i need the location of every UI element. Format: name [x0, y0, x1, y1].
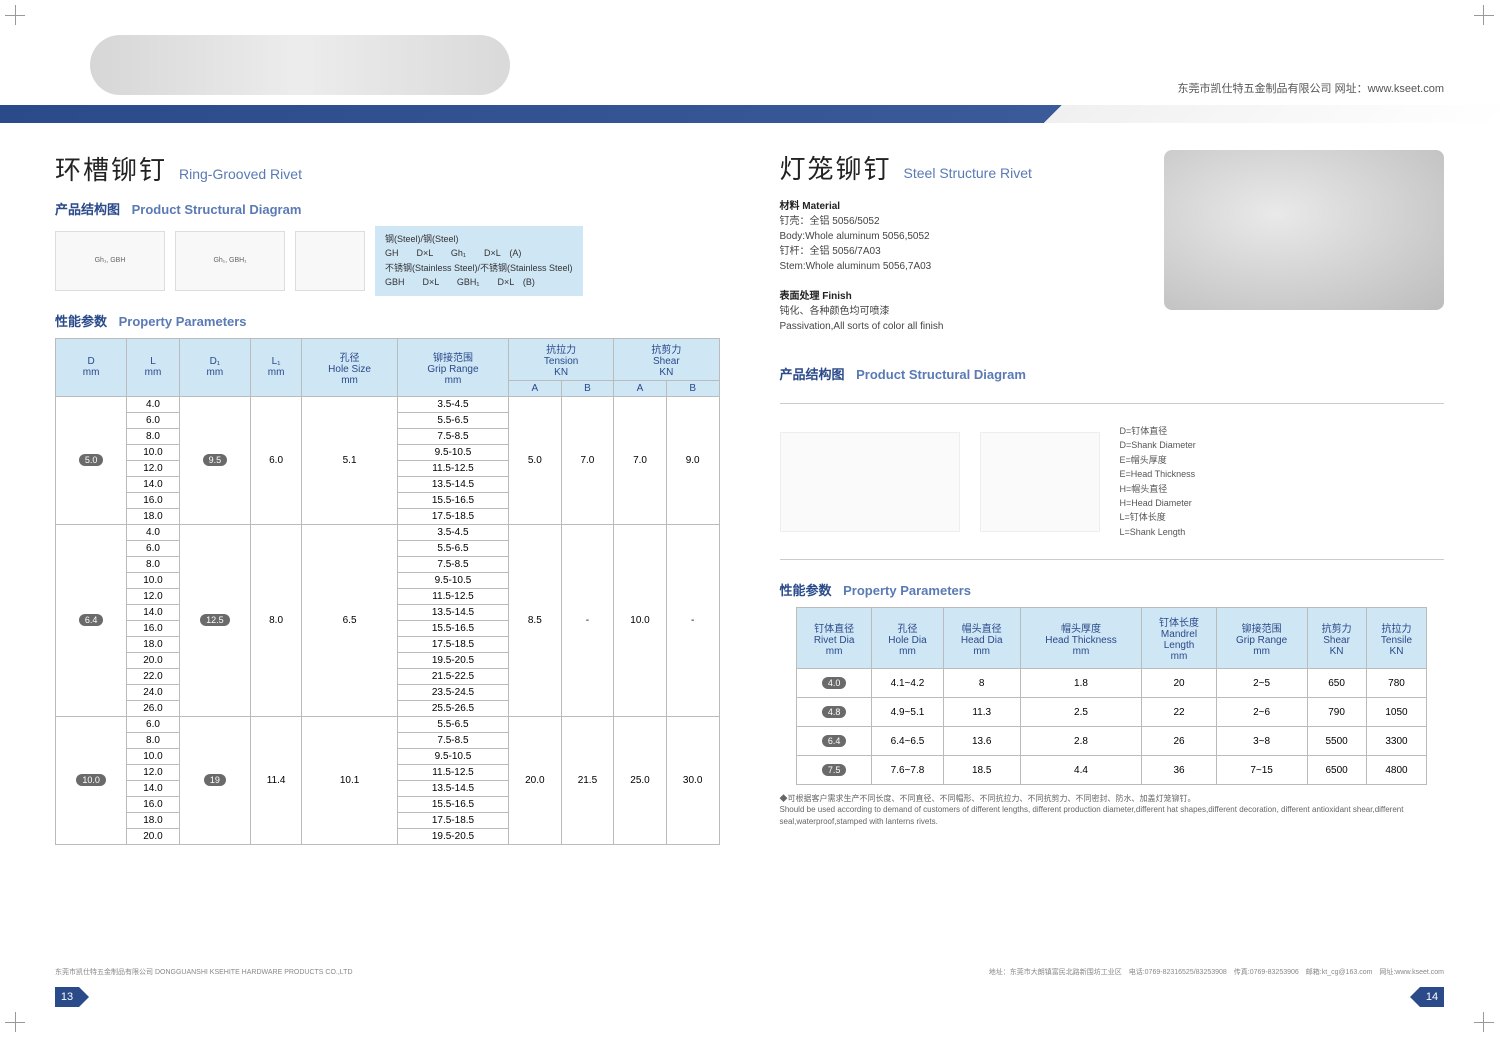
material-stem-en: Stem:Whole aluminum 5056,7A03 — [780, 259, 1145, 274]
th: 抗拉力TensileKN — [1366, 608, 1427, 669]
material-body-cn: 钉壳：全铝 5056/5052 — [780, 214, 1145, 229]
header-stripe — [0, 105, 1499, 123]
right-params-table: 钉体直径Rivet Diamm孔径Hole Diamm帽头直径Head Diam… — [796, 607, 1427, 785]
th: 帽头直径Head Diamm — [943, 608, 1020, 669]
th: 铆接范围Grip Rangemm — [1216, 608, 1307, 669]
legend-box: 钢(Steel)/钢(Steel) GH D×L Gh₁ D×L (A) 不锈钢… — [375, 226, 583, 296]
footer-right: 地址：东莞市大朗镇富民北路新围坊工业区 电话:0769-82316525/832… — [989, 967, 1444, 977]
th: 帽头厚度Head Thicknessmm — [1020, 608, 1142, 669]
th-sub: B — [561, 380, 614, 396]
th: 钉体长度MandrelLengthmm — [1142, 608, 1216, 669]
lantern-rivet-photo — [1164, 150, 1444, 310]
th: 孔径Hole Diamm — [872, 608, 944, 669]
th: L₁mm — [250, 338, 301, 396]
th: 孔径Hole Sizemm — [302, 338, 398, 396]
th: D₁mm — [179, 338, 250, 396]
struct-diagram-1 — [780, 432, 960, 532]
page-number-right: 14 — [1420, 987, 1444, 1007]
page-header: 东莞市凯仕特五金制品有限公司 网址：www.kseet.com — [0, 0, 1499, 120]
table-row: 4.04.1~4.281.8202~5650780 — [797, 669, 1427, 698]
right-structural-row: D=钉体直径 D=Shank Diameter E=帽头厚度 E=Head Th… — [780, 424, 1445, 539]
right-title-en: Steel Structure Rivet — [904, 163, 1032, 184]
struct-legend: D=钉体直径 D=Shank Diameter E=帽头厚度 E=Head Th… — [1120, 424, 1196, 539]
footer-left: 东莞市凯仕特五金制品有限公司 DONGGUANSHI KSEHITE HARDW… — [55, 967, 353, 977]
page-footer: 东莞市凯仕特五金制品有限公司 DONGGUANSHI KSEHITE HARDW… — [55, 967, 1444, 977]
table-row: 7.57.6~7.818.54.4367~1565004800 — [797, 756, 1427, 785]
rivet-diagram-1: Gh₁, GBH — [55, 231, 165, 291]
structural-diagram-row: Gh₁, GBH Gh₁, GBH₁ 钢(Steel)/钢(Steel) GH … — [55, 226, 720, 296]
left-title-cn: 环槽铆钉 — [55, 150, 167, 187]
finish-cn: 钝化、各种颜色均可喷漆 — [780, 304, 1145, 319]
th: 抗拉力TensionKN — [509, 338, 614, 380]
th: 抗剪力ShearKN — [614, 338, 719, 380]
right-page: 灯笼铆钉 Steel Structure Rivet 材料 Material 钉… — [780, 120, 1445, 845]
separator — [780, 403, 1445, 404]
separator-2 — [780, 559, 1445, 560]
material-stem-cn: 钉杆：全铝 5056/7A03 — [780, 244, 1145, 259]
struct-diagram-2 — [980, 432, 1100, 532]
th-sub: B — [666, 380, 719, 396]
th: 钉体直径Rivet Diamm — [797, 608, 872, 669]
header-rivet-photo — [90, 35, 510, 95]
right-title-cn: 灯笼铆钉 — [780, 150, 892, 189]
page-number-left: 13 — [55, 987, 79, 1007]
left-title-en: Ring-Grooved Rivet — [179, 166, 302, 182]
table-row: 6.44.012.58.06.53.5-4.58.5-10.0- — [56, 524, 720, 540]
company-url: 东莞市凯仕特五金制品有限公司 网址：www.kseet.com — [1178, 80, 1444, 96]
rivet-diagram-2: Gh₁, GBH₁ — [175, 231, 285, 291]
left-page: 环槽铆钉 Ring-Grooved Rivet 产品结构图 Product St… — [55, 120, 720, 845]
table-row: 4.84.9~5.111.32.5222~67901050 — [797, 698, 1427, 727]
left-section1-title: 产品结构图 Product Structural Diagram — [55, 199, 720, 218]
th: Dmm — [56, 338, 127, 396]
material-label: 材料 Material — [780, 199, 1145, 214]
finish-en: Passivation,All sorts of color all finis… — [780, 319, 1145, 334]
th-sub: A — [614, 380, 667, 396]
finish-label: 表面处理 Finish — [780, 289, 1145, 304]
right-section2-title: 性能参数 Property Parameters — [780, 580, 1445, 599]
th: Lmm — [127, 338, 180, 396]
table-row: 5.04.09.56.05.13.5-4.55.07.07.09.0 — [56, 396, 720, 412]
table-row: 10.06.01911.410.15.5-6.520.021.525.030.0 — [56, 716, 720, 732]
material-body-en: Body:Whole aluminum 5056,5052 — [780, 229, 1145, 244]
th: 抗剪力ShearKN — [1307, 608, 1366, 669]
right-section1-title: 产品结构图 Product Structural Diagram — [780, 364, 1445, 383]
left-section2-title: 性能参数 Property Parameters — [55, 311, 720, 330]
th: 铆接范围Grip Rangemm — [397, 338, 508, 396]
footnote: ◆可根据客户需求生产不同长度、不同直径、不同帽形、不同抗拉力、不同抗剪力、不同密… — [780, 793, 1445, 827]
rivet-diagram-3 — [295, 231, 365, 291]
th-sub: A — [509, 380, 562, 396]
table-row: 6.46.4~6.513.62.8263~855003300 — [797, 727, 1427, 756]
left-params-table: DmmLmmD₁mmL₁mm孔径Hole Sizemm铆接范围Grip Rang… — [55, 338, 720, 845]
